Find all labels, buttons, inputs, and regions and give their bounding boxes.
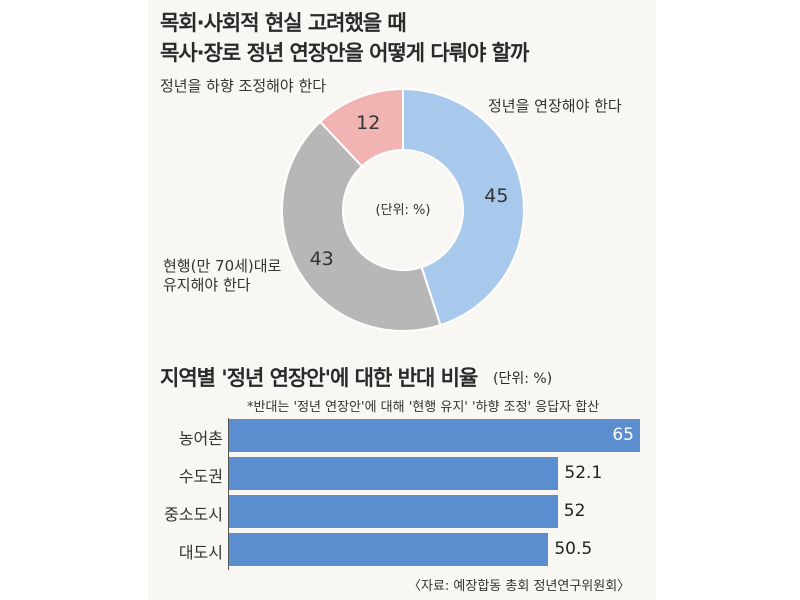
bar-capital-area-value: 52.1 [564, 463, 603, 483]
bar-rural-value: 65 [612, 425, 634, 445]
bar-big-city-value: 50.5 [554, 539, 593, 559]
slice-extend-value: 45 [484, 185, 508, 207]
slice-lower-value: 12 [356, 112, 380, 134]
bar-axis-line [228, 418, 229, 570]
slice-label-extend: 정년을 연장해야 한다 [488, 97, 622, 115]
slice-lower [318, 87, 404, 168]
slice-label-keep-line-1: 현행(만 70세)대로 [163, 257, 282, 275]
slice-keep [281, 120, 442, 332]
donut-chart: 45 43 12 (단위: %) [281, 87, 525, 332]
bar-rural-label: 농어촌 [178, 429, 223, 448]
title-line-2: 목사·장로 정년 연장안을 어떻게 다뤄야 할까 [160, 41, 529, 65]
bar-small-city [229, 495, 558, 528]
donut-unit-note: (단위: %) [376, 203, 431, 218]
slice-label-keep-line-2: 유지해야 한다 [163, 276, 251, 294]
bar-rural [229, 419, 640, 452]
slice-extend [402, 87, 525, 327]
slice-label-keep: 현행(만 70세)대로 유지해야 한다 [163, 257, 281, 295]
bar-chart-unit: (단위: %) [493, 371, 553, 387]
bar-big-city-label: 대도시 [178, 543, 223, 562]
bar-small-city-label: 중소도시 [164, 505, 223, 524]
bar-capital-area [229, 457, 559, 490]
chart-title: 목회·사회적 현실 고려했을 때 목사·장로 정년 연장안을 어떻게 다뤄야 할… [160, 8, 529, 68]
title-line-1: 목회·사회적 현실 고려했을 때 [160, 11, 407, 35]
bar-small-city-value: 52 [563, 501, 586, 521]
bar-chart-title: 지역별 '정년 연장안'에 대한 반대 비율 [160, 366, 478, 390]
bar-chart-footnote: *반대는 '정년 연장안'에 대해 '현행 유지' '하향 조정' 응답자 합산 [247, 400, 600, 415]
source-note: 〈자료: 예장합동 총회 정년연구위원회〉 [408, 579, 631, 594]
slice-label-lower: 정년을 하향 조정해야 한다 [160, 77, 327, 95]
bar-big-city [229, 533, 549, 566]
bar-capital-area-label: 수도권 [178, 467, 223, 486]
slice-keep-value: 43 [310, 248, 334, 270]
